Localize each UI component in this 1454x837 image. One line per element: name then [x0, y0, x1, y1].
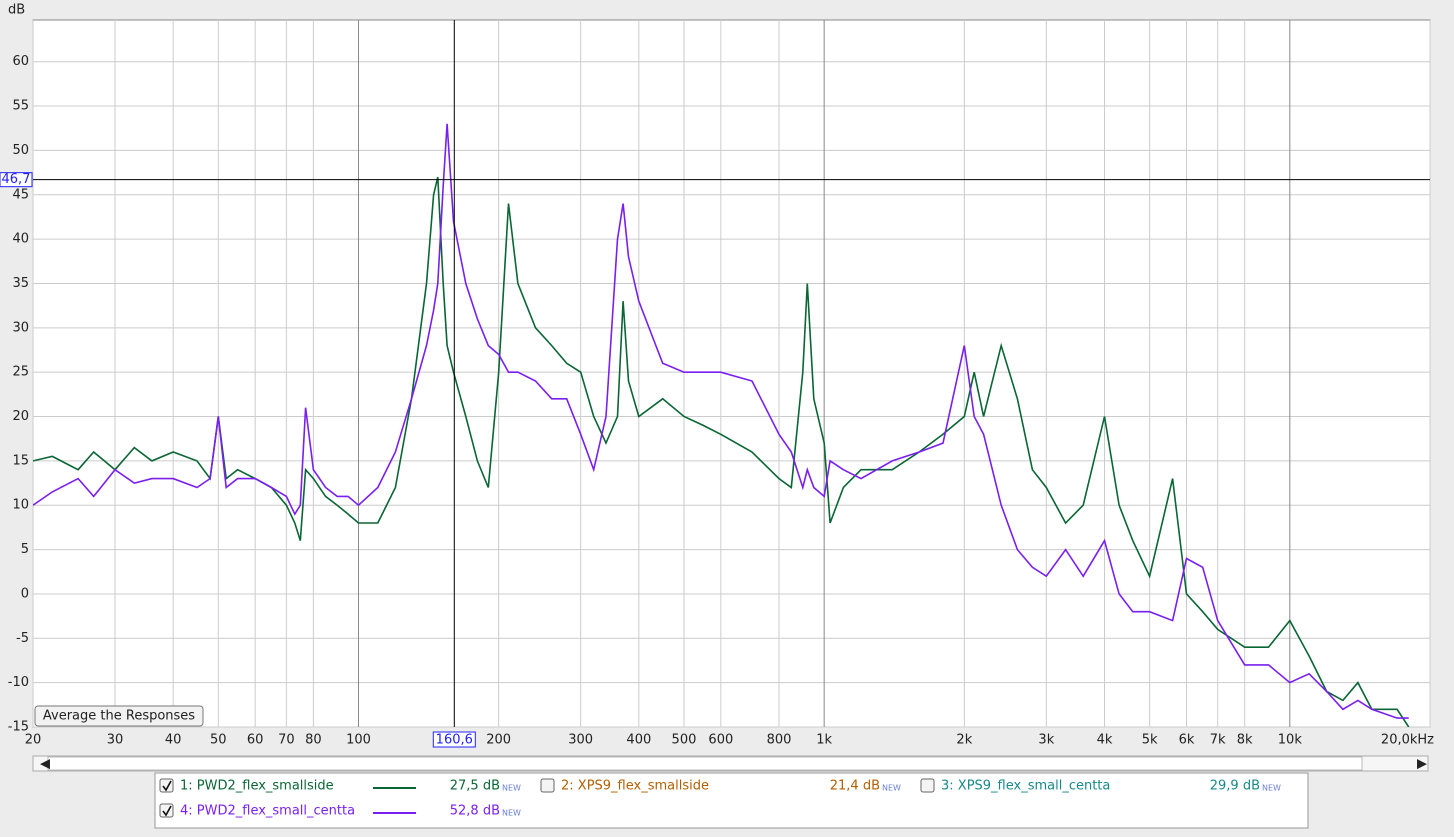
legend-level: 21,4 dB [830, 779, 880, 794]
x-tick-label: 80 [305, 733, 322, 748]
x-tick-label: 200 [486, 733, 511, 748]
legend-level: 29,9 dB [1210, 779, 1260, 794]
legend-name[interactable]: 4: PWD2_flex_small_centta [180, 804, 355, 819]
x-tick-label: 2k [956, 733, 972, 748]
x-tick-label: 100 [346, 733, 371, 748]
scroll-thumb[interactable] [47, 756, 1363, 771]
y-tick-label: 40 [12, 232, 29, 247]
legend-name[interactable]: 1: PWD2_flex_smallside [180, 779, 334, 794]
cursor-y-label: 46,7 [2, 172, 31, 187]
x-tick-label: 8k [1237, 733, 1253, 748]
x-tick-label: 60 [247, 733, 264, 748]
check-mark [162, 805, 172, 817]
scroll-left[interactable]: ◀ [40, 757, 50, 772]
scroll-right[interactable]: ▶ [1417, 757, 1427, 772]
plot-area [32, 19, 1431, 728]
y-tick-label: 10 [12, 498, 29, 513]
y-tick-label: 60 [12, 54, 29, 69]
x-tick-label: 4k [1097, 733, 1113, 748]
legend-checkbox[interactable] [540, 778, 555, 793]
x-tick-label: 50 [210, 733, 227, 748]
y-tick-label: -15 [8, 720, 29, 735]
x-tick-label: 600 [708, 733, 733, 748]
legend-panel [154, 772, 1309, 829]
button-label[interactable]: Average the Responses [43, 709, 195, 724]
legend-name[interactable]: 2: XPS9_flex_smallside [561, 779, 709, 794]
cursor-x-box [432, 731, 476, 748]
x-tick-label: 20,0kHz [1381, 733, 1434, 748]
cursor-x-label: 160,6 [436, 733, 473, 748]
y-tick-label: -5 [16, 631, 29, 646]
y-tick-label: 45 [12, 187, 29, 202]
legend-tag: NEW [502, 784, 521, 793]
button[interactable] [34, 705, 204, 727]
x-tick-label: 7k [1210, 733, 1226, 748]
y-tick-label: 50 [12, 143, 29, 158]
legend-tag: NEW [502, 809, 521, 818]
x-tick-label: 300 [568, 733, 593, 748]
legend-level: 52,8 dB [450, 804, 500, 819]
y-unit: dB [8, 3, 25, 18]
cursor-y-box [0, 172, 33, 188]
x-tick-label: 20 [25, 733, 42, 748]
x-tick-label: 400 [626, 733, 651, 748]
x-tick-label: 40 [165, 733, 182, 748]
x-tick-label: 70 [278, 733, 295, 748]
x-tick-label: 3k [1038, 733, 1054, 748]
y-tick-label: 20 [12, 409, 29, 424]
x-tick-label: 1k [816, 733, 832, 748]
x-tick-label: 5k [1142, 733, 1158, 748]
x-tick-label: 10k [1278, 733, 1303, 748]
y-tick-label: -10 [8, 675, 29, 690]
legend-level: 27,5 dB [450, 779, 500, 794]
y-tick-label: 55 [12, 99, 29, 114]
y-tick-label: 25 [12, 365, 29, 380]
y-tick-label: 0 [21, 586, 29, 601]
y-tick-label: 15 [12, 453, 29, 468]
legend-checkbox[interactable] [920, 778, 935, 793]
x-tick-label: 800 [767, 733, 792, 748]
y-tick-label: 5 [21, 542, 29, 557]
x-tick-label: 500 [672, 733, 697, 748]
y-tick-label: 30 [12, 320, 29, 335]
x-tick-label: 6k [1179, 733, 1195, 748]
legend-name[interactable]: 3: XPS9_flex_small_centta [941, 779, 1110, 794]
legend-tag: NEW [1262, 784, 1281, 793]
series-line [33, 123, 1409, 719]
x-tick-label: 30 [107, 733, 124, 748]
y-tick-label: 35 [12, 276, 29, 291]
legend-tag: NEW [882, 784, 901, 793]
check-mark [162, 780, 172, 792]
series-line [33, 176, 1410, 727]
